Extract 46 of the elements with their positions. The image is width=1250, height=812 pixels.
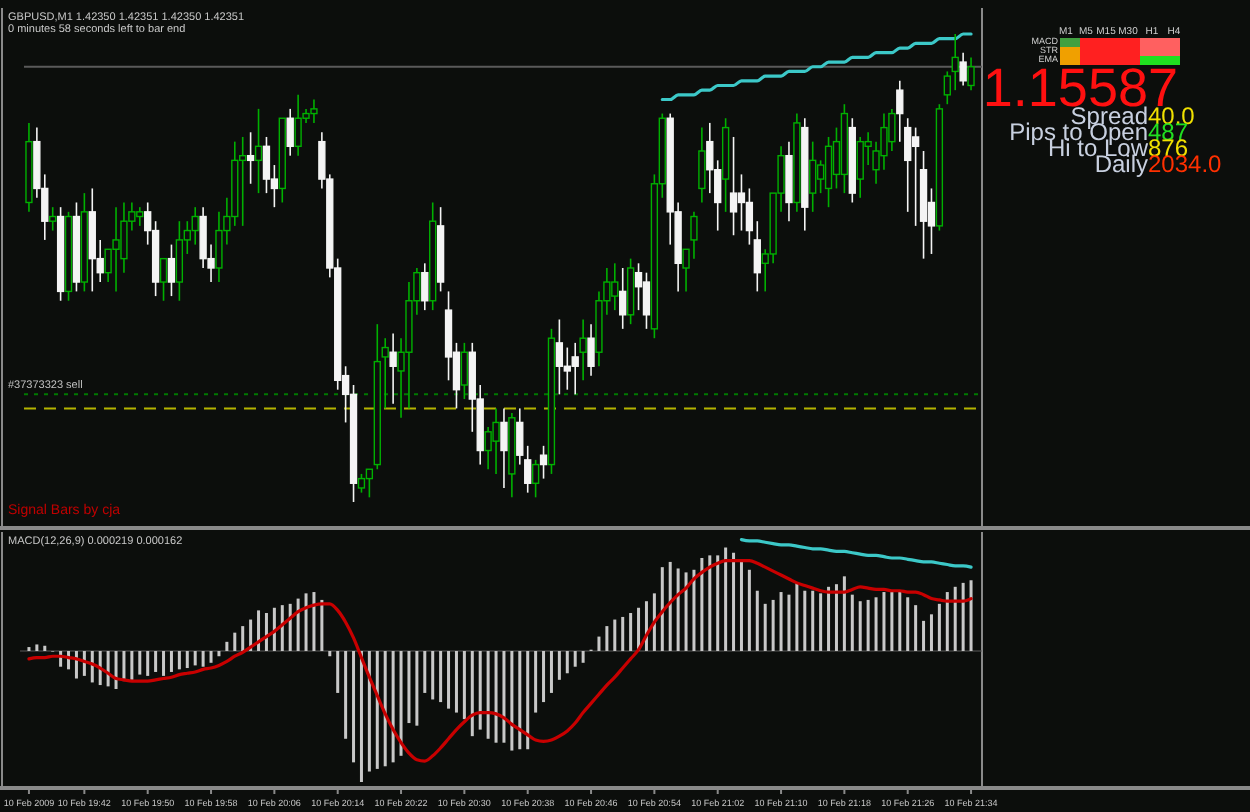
candlestick bbox=[136, 206, 144, 227]
candlestick bbox=[634, 262, 643, 311]
candlestick bbox=[49, 206, 57, 232]
candlestick bbox=[239, 136, 247, 227]
candlestick bbox=[191, 206, 199, 246]
candlestick bbox=[88, 187, 96, 293]
candlestick bbox=[500, 407, 508, 489]
candlestick bbox=[571, 342, 579, 396]
candlestick bbox=[357, 473, 366, 494]
candlestick bbox=[587, 323, 595, 377]
candlestick bbox=[389, 332, 397, 405]
candlestick bbox=[626, 257, 635, 325]
candlestick bbox=[294, 94, 302, 157]
candlestick bbox=[737, 173, 746, 232]
candlestick bbox=[246, 131, 255, 185]
candlestick bbox=[951, 33, 959, 91]
candlestick bbox=[254, 108, 263, 194]
candlestick bbox=[112, 206, 120, 293]
candlestick bbox=[824, 136, 833, 208]
candlestick bbox=[421, 262, 429, 311]
candlestick bbox=[611, 262, 619, 311]
candlestick bbox=[167, 243, 176, 297]
candlestick bbox=[365, 468, 374, 499]
candlestick bbox=[619, 267, 627, 330]
candlestick bbox=[959, 51, 967, 87]
candlestick bbox=[492, 407, 500, 475]
candlestick bbox=[729, 136, 738, 237]
candlestick bbox=[539, 445, 548, 480]
candlestick bbox=[444, 290, 453, 382]
candlestick bbox=[555, 318, 564, 396]
candlestick bbox=[856, 136, 864, 199]
candlestick bbox=[579, 318, 587, 382]
candlestick bbox=[698, 126, 706, 204]
candlestick bbox=[310, 98, 318, 124]
candlestick bbox=[967, 56, 975, 91]
candlestick bbox=[159, 257, 168, 302]
candlestick bbox=[262, 136, 271, 194]
candlestick bbox=[911, 126, 920, 227]
candlestick bbox=[286, 108, 294, 157]
candlestick bbox=[785, 140, 793, 222]
candlestick bbox=[563, 346, 571, 391]
candlestick bbox=[531, 459, 540, 499]
candlestick bbox=[642, 271, 651, 330]
candlestick bbox=[175, 220, 184, 302]
candlestick bbox=[809, 140, 817, 213]
candlestick bbox=[460, 342, 469, 400]
